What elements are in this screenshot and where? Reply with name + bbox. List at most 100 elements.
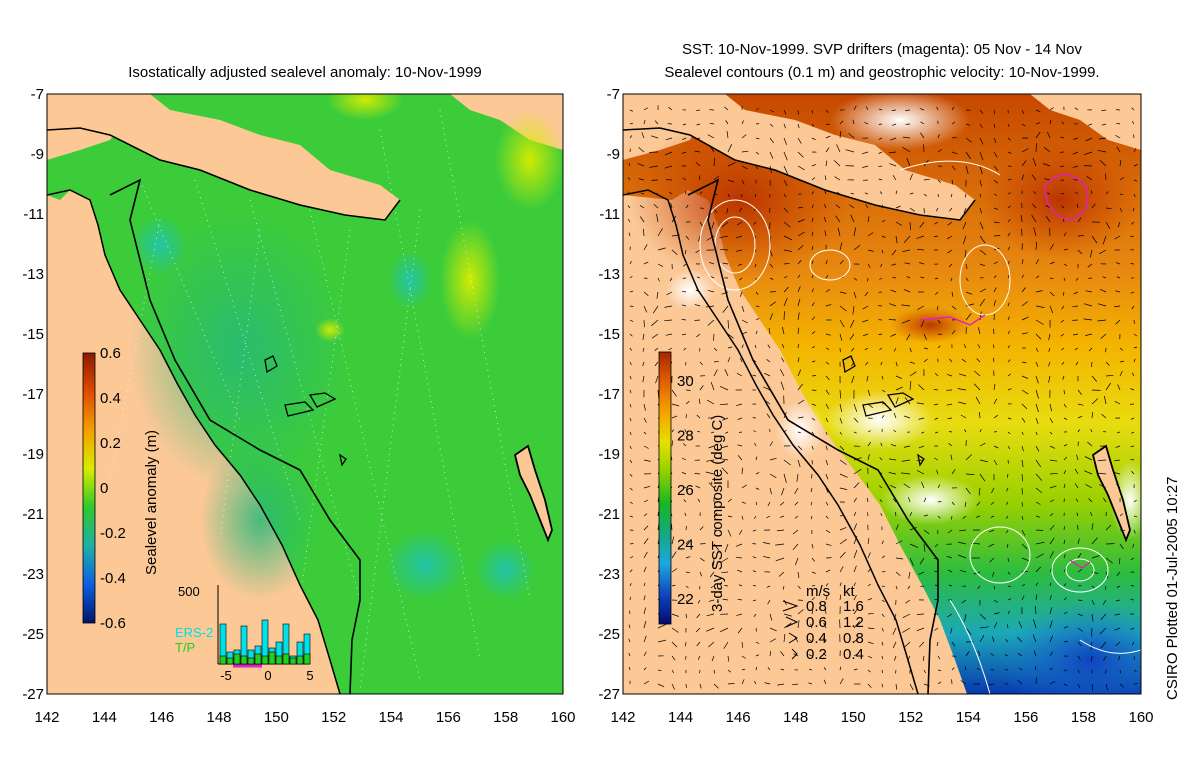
- velocity-vector: [895, 557, 904, 560]
- velocity-vector: [906, 276, 911, 279]
- velocity-vector: [736, 249, 743, 252]
- velocity-vector: [1035, 473, 1043, 481]
- velocity-vector: [934, 627, 939, 631]
- velocity-vector: [741, 134, 747, 139]
- velocity-vector: [964, 249, 967, 258]
- velocity-vector: [839, 259, 844, 265]
- velocity-vector: [643, 551, 648, 559]
- velocity-vector: [727, 357, 731, 363]
- velocity-vector: [1035, 347, 1039, 352]
- velocity-vector: [811, 137, 816, 141]
- velocity-vector: [1077, 641, 1082, 647]
- velocity-vector: [811, 609, 814, 615]
- velocity-vector: [1116, 122, 1121, 125]
- velocity-vector: [665, 333, 673, 336]
- velocity-vector: [650, 135, 659, 139]
- velocity-vector: [629, 417, 632, 422]
- velocity-vector: [1032, 634, 1037, 643]
- velocity-vector: [903, 483, 911, 489]
- velocity-vector: [852, 119, 855, 125]
- velocity-vector: [965, 303, 975, 307]
- velocity-vector: [867, 552, 871, 559]
- velocity-vector: [783, 311, 785, 321]
- velocity-vector: [643, 417, 647, 423]
- velocity-vector: [727, 515, 733, 518]
- velocity-vector: [909, 221, 911, 231]
- velocity-vector: [1035, 566, 1041, 573]
- velocity-vector: [1116, 276, 1121, 279]
- velocity-vector: [976, 667, 981, 671]
- velocity-vector: [853, 403, 858, 412]
- velocity-vector: [920, 121, 925, 125]
- velocity-vector: [755, 456, 758, 461]
- velocity-vector: [643, 459, 651, 462]
- velocity-vector: [1097, 459, 1107, 461]
- velocity-vector: [696, 276, 701, 279]
- velocity-vector: [643, 582, 646, 587]
- velocity-vector: [1116, 585, 1121, 588]
- velocity-vector: [629, 473, 633, 477]
- velocity-vector: [947, 221, 953, 226]
- velocity-vector: [881, 375, 884, 380]
- velocity-vector: [1116, 431, 1121, 434]
- velocity-vector: [797, 219, 805, 223]
- velocity-vector: [752, 599, 757, 602]
- y-tick-label-left: -13: [22, 266, 44, 283]
- velocity-vector: [979, 459, 988, 463]
- velocity-vector: [708, 641, 715, 648]
- velocity-vector: [708, 445, 715, 449]
- velocity-vector: [736, 403, 743, 407]
- velocity-vector: [811, 403, 817, 406]
- velocity-vector: [741, 120, 744, 125]
- velocity-vector: [1098, 137, 1107, 140]
- velocity-vector: [699, 175, 701, 181]
- velocity-vector: [643, 261, 649, 265]
- velocity-vector: [811, 346, 815, 349]
- velocity-vector: [783, 633, 786, 643]
- velocity-vector: [706, 399, 715, 405]
- velocity-vector: [993, 445, 999, 449]
- velocity-vector: [683, 499, 687, 503]
- velocity-vector: [707, 134, 715, 139]
- velocity-vector: [964, 429, 967, 433]
- velocity-vector: [1007, 459, 1009, 464]
- velocity-vector: [919, 221, 925, 228]
- right-colorbar-ticks: 30 28 26 24 22: [677, 373, 694, 608]
- velocity-vector: [810, 487, 813, 493]
- velocity-vector: [1076, 454, 1079, 461]
- velocity-vector: [1061, 121, 1065, 125]
- velocity-vector: [878, 333, 883, 335]
- velocity-vector: [755, 317, 760, 321]
- velocity-vector: [735, 235, 743, 239]
- right-colorbar: 30 28 26 24 22 3-day SST composite (deg C): [658, 351, 726, 625]
- velocity-legend-ms: 0.8: [806, 598, 827, 615]
- velocity-vector: [867, 454, 870, 461]
- velocity-vector: [1077, 569, 1083, 573]
- velocity-vector: [965, 473, 975, 475]
- velocity-vector: [629, 109, 634, 112]
- velocity-vector: [1006, 487, 1009, 492]
- velocity-vector: [1007, 302, 1010, 307]
- velocity-vector: [976, 358, 981, 363]
- velocity-vector: [811, 360, 816, 363]
- velocity-vector: [974, 370, 981, 377]
- velocity-vector: [1133, 346, 1138, 349]
- velocity-vector: [699, 683, 702, 689]
- colorbar-tick-label: 0: [100, 480, 108, 497]
- velocity-vector: [1049, 667, 1053, 671]
- velocity-vector: [811, 473, 813, 479]
- velocity-vector: [1103, 655, 1107, 662]
- velocity-vector: [934, 543, 939, 548]
- velocity-vector: [755, 165, 758, 170]
- velocity-vector: [1035, 333, 1042, 340]
- velocity-vector: [1130, 235, 1135, 238]
- velocity-vector: [951, 179, 954, 185]
- velocity-vector: [1007, 316, 1010, 321]
- velocity-vector: [867, 612, 874, 615]
- velocity-vector: [781, 343, 785, 349]
- velocity-vector: [783, 622, 792, 629]
- velocity-vector: [783, 262, 790, 265]
- velocity-vector: [1007, 151, 1012, 154]
- velocity-vector: [685, 400, 690, 405]
- velocity-vector: [699, 585, 701, 590]
